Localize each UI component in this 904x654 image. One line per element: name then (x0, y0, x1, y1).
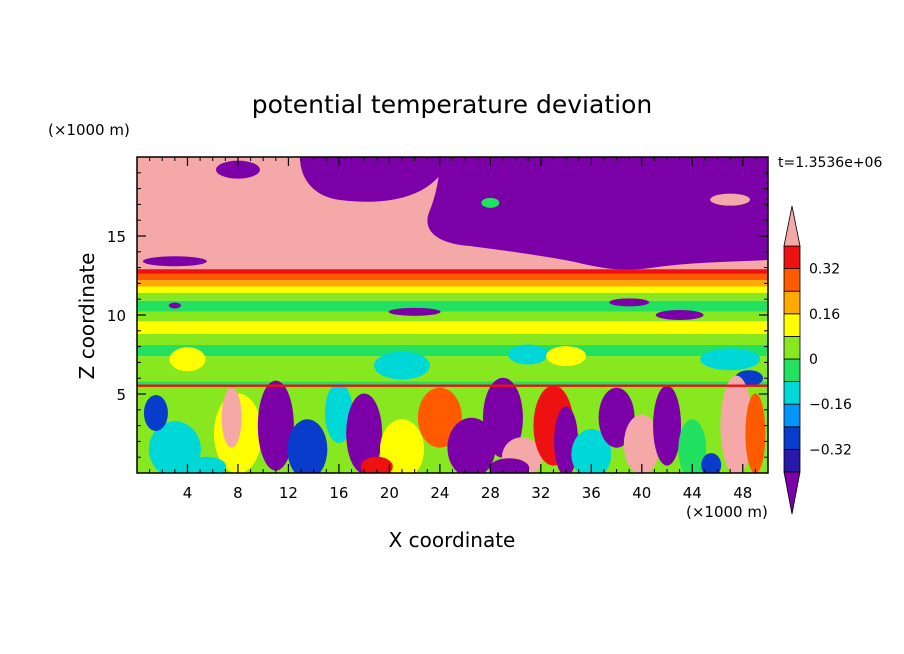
contour-blob (142, 256, 207, 267)
colorbar-swatch (783, 426, 801, 450)
contour-blob (489, 458, 530, 473)
contour-blob (346, 393, 383, 473)
contour-blob (374, 351, 431, 380)
y-tick-label: 5 (116, 386, 126, 404)
x-tick-label: 36 (582, 484, 601, 502)
x-tick-label: 28 (481, 484, 500, 502)
x-tick-label: 48 (733, 484, 752, 502)
x-tick-label: 24 (430, 484, 449, 502)
x-tick-label: 44 (683, 484, 702, 502)
y-axis-label: Z coordinate (75, 253, 99, 380)
contour-blob (508, 344, 549, 365)
contour-blob (701, 453, 722, 473)
contour-blob (609, 298, 650, 307)
contour-blob (720, 375, 753, 473)
x-axis-label: X coordinate (389, 528, 516, 552)
x-unit-label: (×1000 m) (686, 503, 768, 521)
x-tick-label: 8 (233, 484, 243, 502)
colorbar-extend-bottom (783, 471, 801, 515)
colorbar-swatch (783, 313, 801, 337)
colorbar-swatch (783, 268, 801, 292)
contour-blob (655, 310, 704, 320)
contour-blob (360, 456, 393, 473)
x-axis-ticks: 4 8 12 16 20 24 28 32 36 40 44 48 (149, 157, 756, 502)
colorbar-label: 0.32 (809, 262, 840, 278)
contour-blob (447, 417, 496, 473)
contour-blob (745, 393, 766, 473)
contour-blob (653, 385, 682, 466)
contour-blob (482, 377, 523, 458)
contour-blob (186, 456, 227, 473)
time-label: t=1.3536e+06 (778, 155, 882, 171)
colorbar-swatch (783, 335, 801, 360)
colorbar-label: −0.32 (809, 442, 852, 458)
contour-blob (143, 394, 168, 431)
contour-band (137, 321, 768, 334)
contour-blob (221, 387, 242, 448)
x-tick-label: 4 (183, 484, 193, 502)
contour-blob (623, 414, 660, 473)
colorbar-extend-top (783, 205, 801, 247)
contour-blob (700, 348, 761, 371)
contour-band (137, 300, 768, 312)
contour-band (137, 384, 768, 387)
contour-blob (380, 419, 425, 473)
colorbar-label: 0.16 (809, 307, 840, 323)
colorbar-swatch (783, 448, 801, 473)
contour-band (137, 345, 768, 357)
contour-blob (546, 346, 587, 367)
contour-blob (678, 419, 707, 473)
y-tick-label: 10 (107, 307, 126, 325)
contour-band (137, 356, 768, 382)
plot-area (137, 157, 768, 473)
x-tick-label: 12 (279, 484, 298, 502)
contour-band (137, 333, 768, 346)
y-axis-ticks: 5 10 15 (107, 172, 768, 458)
contour-band (137, 273, 768, 281)
contour-band (137, 381, 768, 387)
contour-blob (710, 193, 751, 206)
contour-band (137, 280, 768, 287)
contour-blob (148, 421, 201, 473)
chart-title: potential temperature deviation (252, 90, 652, 119)
x-tick-label: 40 (632, 484, 651, 502)
x-tick-label: 20 (380, 484, 399, 502)
colorbar-swatch (783, 381, 801, 405)
contour-blob (257, 380, 294, 471)
colorbar-swatch (783, 358, 801, 383)
contour-blob (324, 382, 353, 443)
contour-blob (312, 169, 365, 186)
contour-band (137, 292, 768, 301)
contour-blob (388, 307, 441, 316)
contour-blob (481, 197, 500, 208)
colorbar-swatch (783, 245, 801, 270)
x-tick-label: 32 (531, 484, 550, 502)
contour-blob (169, 347, 206, 372)
contour-blob (215, 160, 260, 179)
colorbar: −0.32 −0.16 0 0.16 0.32 (783, 205, 852, 515)
y-unit-label: (×1000 m) (48, 121, 130, 139)
contour-region-negative-upper (427, 157, 768, 270)
contour-band (137, 286, 768, 293)
contour-region-negative-upper (300, 157, 440, 202)
colorbar-swatch (783, 290, 801, 315)
contour-blob (287, 419, 328, 473)
contour-blob (168, 302, 181, 309)
colorbar-swatch (783, 403, 801, 428)
colorbar-label: −0.16 (809, 397, 852, 413)
contour-band (137, 269, 768, 274)
contour-band (137, 311, 768, 322)
x-tick-label: 16 (329, 484, 348, 502)
colorbar-label: 0 (809, 352, 818, 368)
contour-blob (571, 429, 612, 473)
y-tick-label: 15 (107, 228, 126, 246)
